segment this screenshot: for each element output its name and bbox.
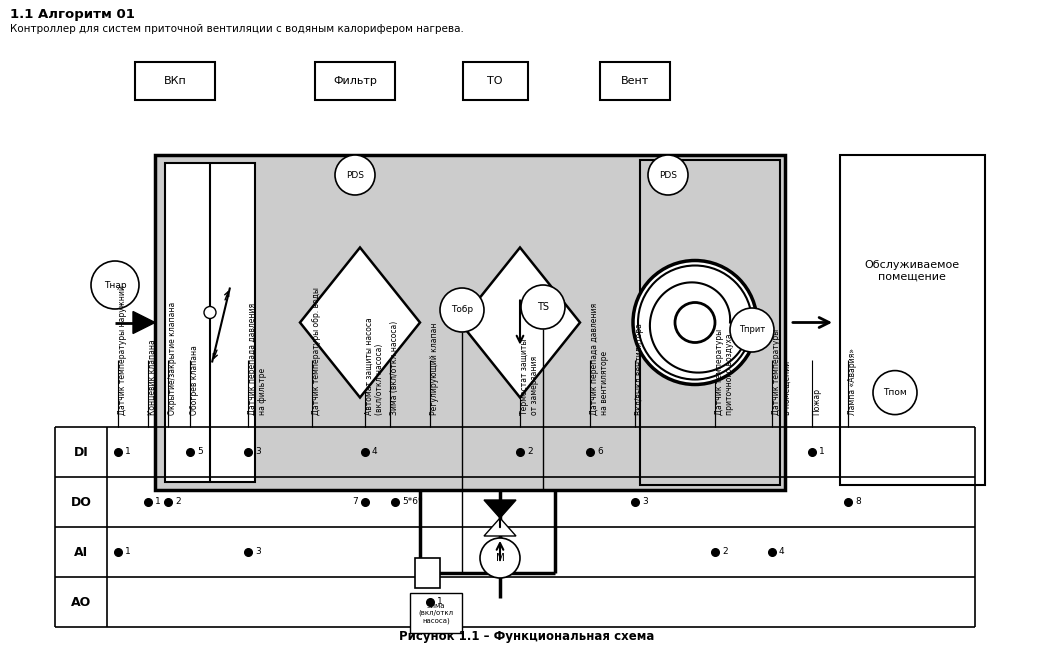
Text: 1: 1 bbox=[437, 597, 443, 607]
Text: Концевик клапана: Концевик клапана bbox=[148, 340, 157, 415]
Text: Датчик температуры наружний: Датчик температуры наружний bbox=[118, 285, 126, 415]
Text: Регулирующий клапан: Регулирующий клапан bbox=[430, 323, 440, 415]
Text: 2: 2 bbox=[722, 547, 727, 556]
Text: 1: 1 bbox=[819, 447, 824, 456]
Bar bbox=[415, 558, 440, 588]
Text: Тнар: Тнар bbox=[103, 281, 126, 289]
Text: Датчик температуры
приточного воздуха: Датчик температуры приточного воздуха bbox=[715, 329, 735, 415]
Bar bbox=[135, 62, 215, 100]
Polygon shape bbox=[133, 311, 155, 334]
Text: DO: DO bbox=[71, 496, 92, 509]
Text: TS: TS bbox=[536, 302, 549, 312]
Text: Датчик температуры
в помещении: Датчик температуры в помещении bbox=[772, 329, 792, 415]
Text: 3: 3 bbox=[255, 547, 260, 556]
Polygon shape bbox=[484, 518, 516, 536]
Circle shape bbox=[675, 302, 715, 343]
Text: Термостат защиты
от замерзания: Термостат защиты от замерзания bbox=[520, 339, 540, 415]
Text: 6: 6 bbox=[597, 447, 603, 456]
Text: 8: 8 bbox=[855, 498, 861, 507]
Text: AI: AI bbox=[74, 545, 89, 558]
Text: 1: 1 bbox=[125, 547, 131, 556]
Text: 3: 3 bbox=[642, 498, 648, 507]
Text: Лампа «Авария»: Лампа «Авария» bbox=[848, 348, 857, 415]
Bar bbox=[640, 160, 780, 485]
Text: Автомат защиты насоса
(вкл/откл насоса): Автомат защиты насоса (вкл/откл насоса) bbox=[365, 317, 385, 415]
Bar bbox=[840, 155, 985, 485]
Bar bbox=[315, 62, 395, 100]
Bar bbox=[600, 62, 670, 100]
Circle shape bbox=[335, 155, 375, 195]
Text: AO: AO bbox=[71, 596, 91, 609]
Circle shape bbox=[633, 261, 757, 385]
Text: Вкл/выкл вентилятора: Вкл/выкл вентилятора bbox=[635, 323, 644, 415]
Circle shape bbox=[440, 288, 484, 332]
Text: PDS: PDS bbox=[659, 170, 677, 180]
Text: 1.1 Алгоритм 01: 1.1 Алгоритм 01 bbox=[9, 8, 135, 21]
Text: Тприт: Тприт bbox=[739, 325, 765, 334]
Circle shape bbox=[521, 285, 565, 329]
Text: Обогрев клапана: Обогрев клапана bbox=[190, 345, 199, 415]
Text: Датчик перепада давления
на вентиляторе: Датчик перепада давления на вентиляторе bbox=[590, 303, 609, 415]
Text: 2: 2 bbox=[527, 447, 532, 456]
Text: Тпом: Тпом bbox=[883, 388, 906, 397]
Bar bbox=[155, 155, 785, 490]
Text: Рисунок 1.1 – Функциональная схема: Рисунок 1.1 – Функциональная схема bbox=[399, 630, 655, 643]
Text: Зима
(вкл/откл
насоса): Зима (вкл/откл насоса) bbox=[418, 603, 453, 624]
Polygon shape bbox=[484, 500, 516, 518]
Text: Обслуживаемое
помещение: Обслуживаемое помещение bbox=[864, 260, 959, 281]
Text: 3: 3 bbox=[255, 447, 260, 456]
Text: 5*6*: 5*6* bbox=[402, 498, 423, 507]
Text: ТО: ТО bbox=[487, 76, 503, 86]
Text: PDS: PDS bbox=[346, 170, 364, 180]
Text: Датчик температуры обр. воды: Датчик температуры обр. воды bbox=[312, 287, 321, 415]
Text: 5: 5 bbox=[197, 447, 202, 456]
Text: 1: 1 bbox=[125, 447, 131, 456]
Text: 4: 4 bbox=[372, 447, 377, 456]
Text: Фильтр: Фильтр bbox=[333, 76, 377, 86]
Text: Тобр: Тобр bbox=[451, 306, 473, 315]
Text: 2: 2 bbox=[175, 498, 180, 507]
Text: Датчик перепада давления
на фильтре: Датчик перепада давления на фильтре bbox=[248, 303, 268, 415]
Text: Пожар: Пожар bbox=[812, 388, 821, 415]
Bar bbox=[165, 163, 255, 482]
Circle shape bbox=[91, 261, 139, 309]
Text: Вент: Вент bbox=[621, 76, 649, 86]
Text: ВКп: ВКп bbox=[163, 76, 187, 86]
Text: 7: 7 bbox=[352, 498, 358, 507]
Text: DI: DI bbox=[74, 445, 89, 458]
Bar bbox=[410, 593, 462, 633]
Circle shape bbox=[480, 538, 520, 578]
Text: Окрытие/закрытие клапана: Окрытие/закрытие клапана bbox=[168, 302, 177, 415]
Text: M: M bbox=[495, 553, 505, 563]
Text: Зима (вкл/откл насоса): Зима (вкл/откл насоса) bbox=[390, 321, 399, 415]
Circle shape bbox=[730, 308, 774, 352]
Bar bbox=[463, 62, 528, 100]
Circle shape bbox=[204, 306, 216, 319]
Polygon shape bbox=[300, 247, 419, 398]
Text: 1: 1 bbox=[155, 498, 161, 507]
Polygon shape bbox=[460, 247, 580, 398]
Circle shape bbox=[648, 155, 688, 195]
Circle shape bbox=[873, 371, 917, 415]
Text: Контроллер для систем приточной вентиляции с водяным калорифером нагрева.: Контроллер для систем приточной вентиляц… bbox=[9, 24, 464, 34]
Text: 4: 4 bbox=[779, 547, 784, 556]
